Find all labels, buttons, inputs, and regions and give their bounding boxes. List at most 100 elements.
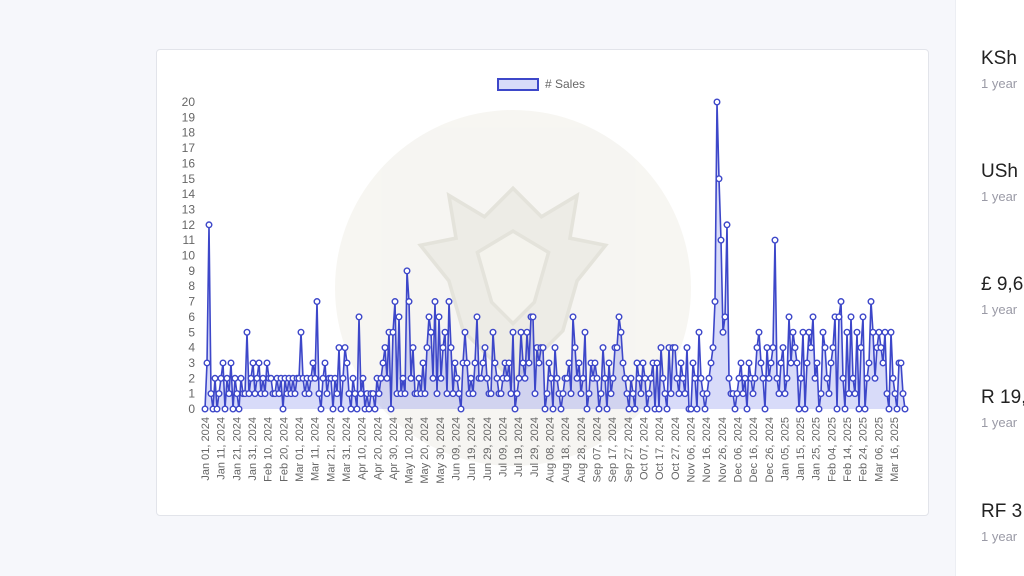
data-point — [869, 328, 877, 336]
data-point — [601, 374, 609, 382]
data-point — [655, 405, 663, 413]
data-point — [243, 328, 251, 336]
x-tick-label: Jan 01, 2024 — [200, 417, 212, 481]
data-point — [535, 359, 543, 367]
x-tick-label: Jul 09, 2024 — [498, 417, 510, 477]
data-point — [263, 359, 271, 367]
data-point — [279, 405, 287, 413]
data-point — [429, 374, 437, 382]
data-point — [545, 359, 553, 367]
stat-value: R 19, — [981, 387, 1024, 408]
data-point — [607, 390, 615, 398]
data-point — [689, 359, 697, 367]
data-point — [449, 390, 457, 398]
y-tick-label: 7 — [188, 295, 195, 309]
data-point — [707, 359, 715, 367]
data-point — [365, 405, 373, 413]
data-point — [769, 344, 777, 352]
stat-card[interactable]: R 19, 1 year — [981, 387, 1024, 430]
data-point — [897, 359, 905, 367]
data-point — [403, 267, 411, 275]
data-point — [635, 374, 643, 382]
data-point — [405, 298, 413, 306]
data-point — [717, 236, 725, 244]
data-point — [765, 374, 773, 382]
data-point — [745, 359, 753, 367]
data-point — [781, 390, 789, 398]
stat-card[interactable]: £ 9,6 1 year — [981, 274, 1023, 317]
data-point — [823, 374, 831, 382]
stat-card[interactable]: KSh 1 year — [981, 48, 1017, 91]
data-point — [351, 390, 359, 398]
data-point — [885, 405, 893, 413]
legend-label: # Sales — [545, 77, 586, 91]
data-point — [621, 374, 629, 382]
stat-period: 1 year — [981, 415, 1018, 430]
data-point — [369, 390, 377, 398]
stat-card[interactable]: USh 1 year — [981, 161, 1018, 204]
data-point — [443, 390, 451, 398]
x-tick-label: Mar 21, 2024 — [325, 417, 337, 482]
chart-legend[interactable]: # Sales — [497, 77, 585, 91]
data-point — [775, 390, 783, 398]
data-point — [865, 359, 873, 367]
data-point — [255, 359, 263, 367]
data-point — [391, 298, 399, 306]
data-point — [517, 328, 525, 336]
stat-value: RF 3 — [981, 501, 1023, 522]
data-point — [469, 390, 477, 398]
data-point — [785, 313, 793, 321]
data-point — [715, 175, 723, 183]
data-point — [457, 405, 465, 413]
data-point — [821, 344, 829, 352]
data-point — [705, 374, 713, 382]
data-point — [657, 344, 665, 352]
data-point — [883, 390, 891, 398]
x-tick-label: Dec 16, 2024 — [748, 417, 760, 482]
data-point — [471, 359, 479, 367]
x-tick-label: Jun 19, 2024 — [466, 417, 478, 481]
x-tick-label: Jul 29, 2024 — [529, 417, 541, 477]
data-point — [315, 390, 323, 398]
data-point — [525, 359, 533, 367]
data-point — [839, 374, 847, 382]
data-point — [613, 344, 621, 352]
data-point — [433, 390, 441, 398]
data-point — [215, 390, 223, 398]
data-point — [663, 405, 671, 413]
data-point — [401, 390, 409, 398]
data-point — [783, 374, 791, 382]
data-point — [811, 374, 819, 382]
data-point — [843, 328, 851, 336]
data-point — [603, 405, 611, 413]
data-point — [415, 374, 423, 382]
data-point — [845, 390, 853, 398]
data-point — [297, 328, 305, 336]
data-point — [553, 374, 561, 382]
data-point — [211, 374, 219, 382]
x-tick-label: Jun 09, 2024 — [451, 417, 463, 481]
stat-card[interactable]: RF 3 1 year — [981, 501, 1022, 544]
data-point — [253, 374, 261, 382]
x-tick-label: Mar 31, 2024 — [341, 417, 353, 482]
data-point — [249, 359, 257, 367]
data-point — [853, 328, 861, 336]
data-point — [223, 374, 231, 382]
data-point — [407, 374, 415, 382]
x-tick-label: Mar 16, 2025 — [889, 417, 901, 482]
data-point — [641, 374, 649, 382]
data-point — [777, 359, 785, 367]
x-tick-label: Sep 17, 2024 — [607, 417, 619, 482]
data-point — [679, 374, 687, 382]
stat-value: KSh — [981, 48, 1017, 69]
data-point — [835, 313, 843, 321]
data-point — [771, 236, 779, 244]
data-point — [329, 405, 337, 413]
data-point — [305, 390, 313, 398]
data-point — [731, 405, 739, 413]
data-point — [437, 374, 445, 382]
x-tick-label: May 20, 2024 — [419, 417, 431, 484]
data-point — [353, 405, 361, 413]
data-point — [321, 359, 329, 367]
